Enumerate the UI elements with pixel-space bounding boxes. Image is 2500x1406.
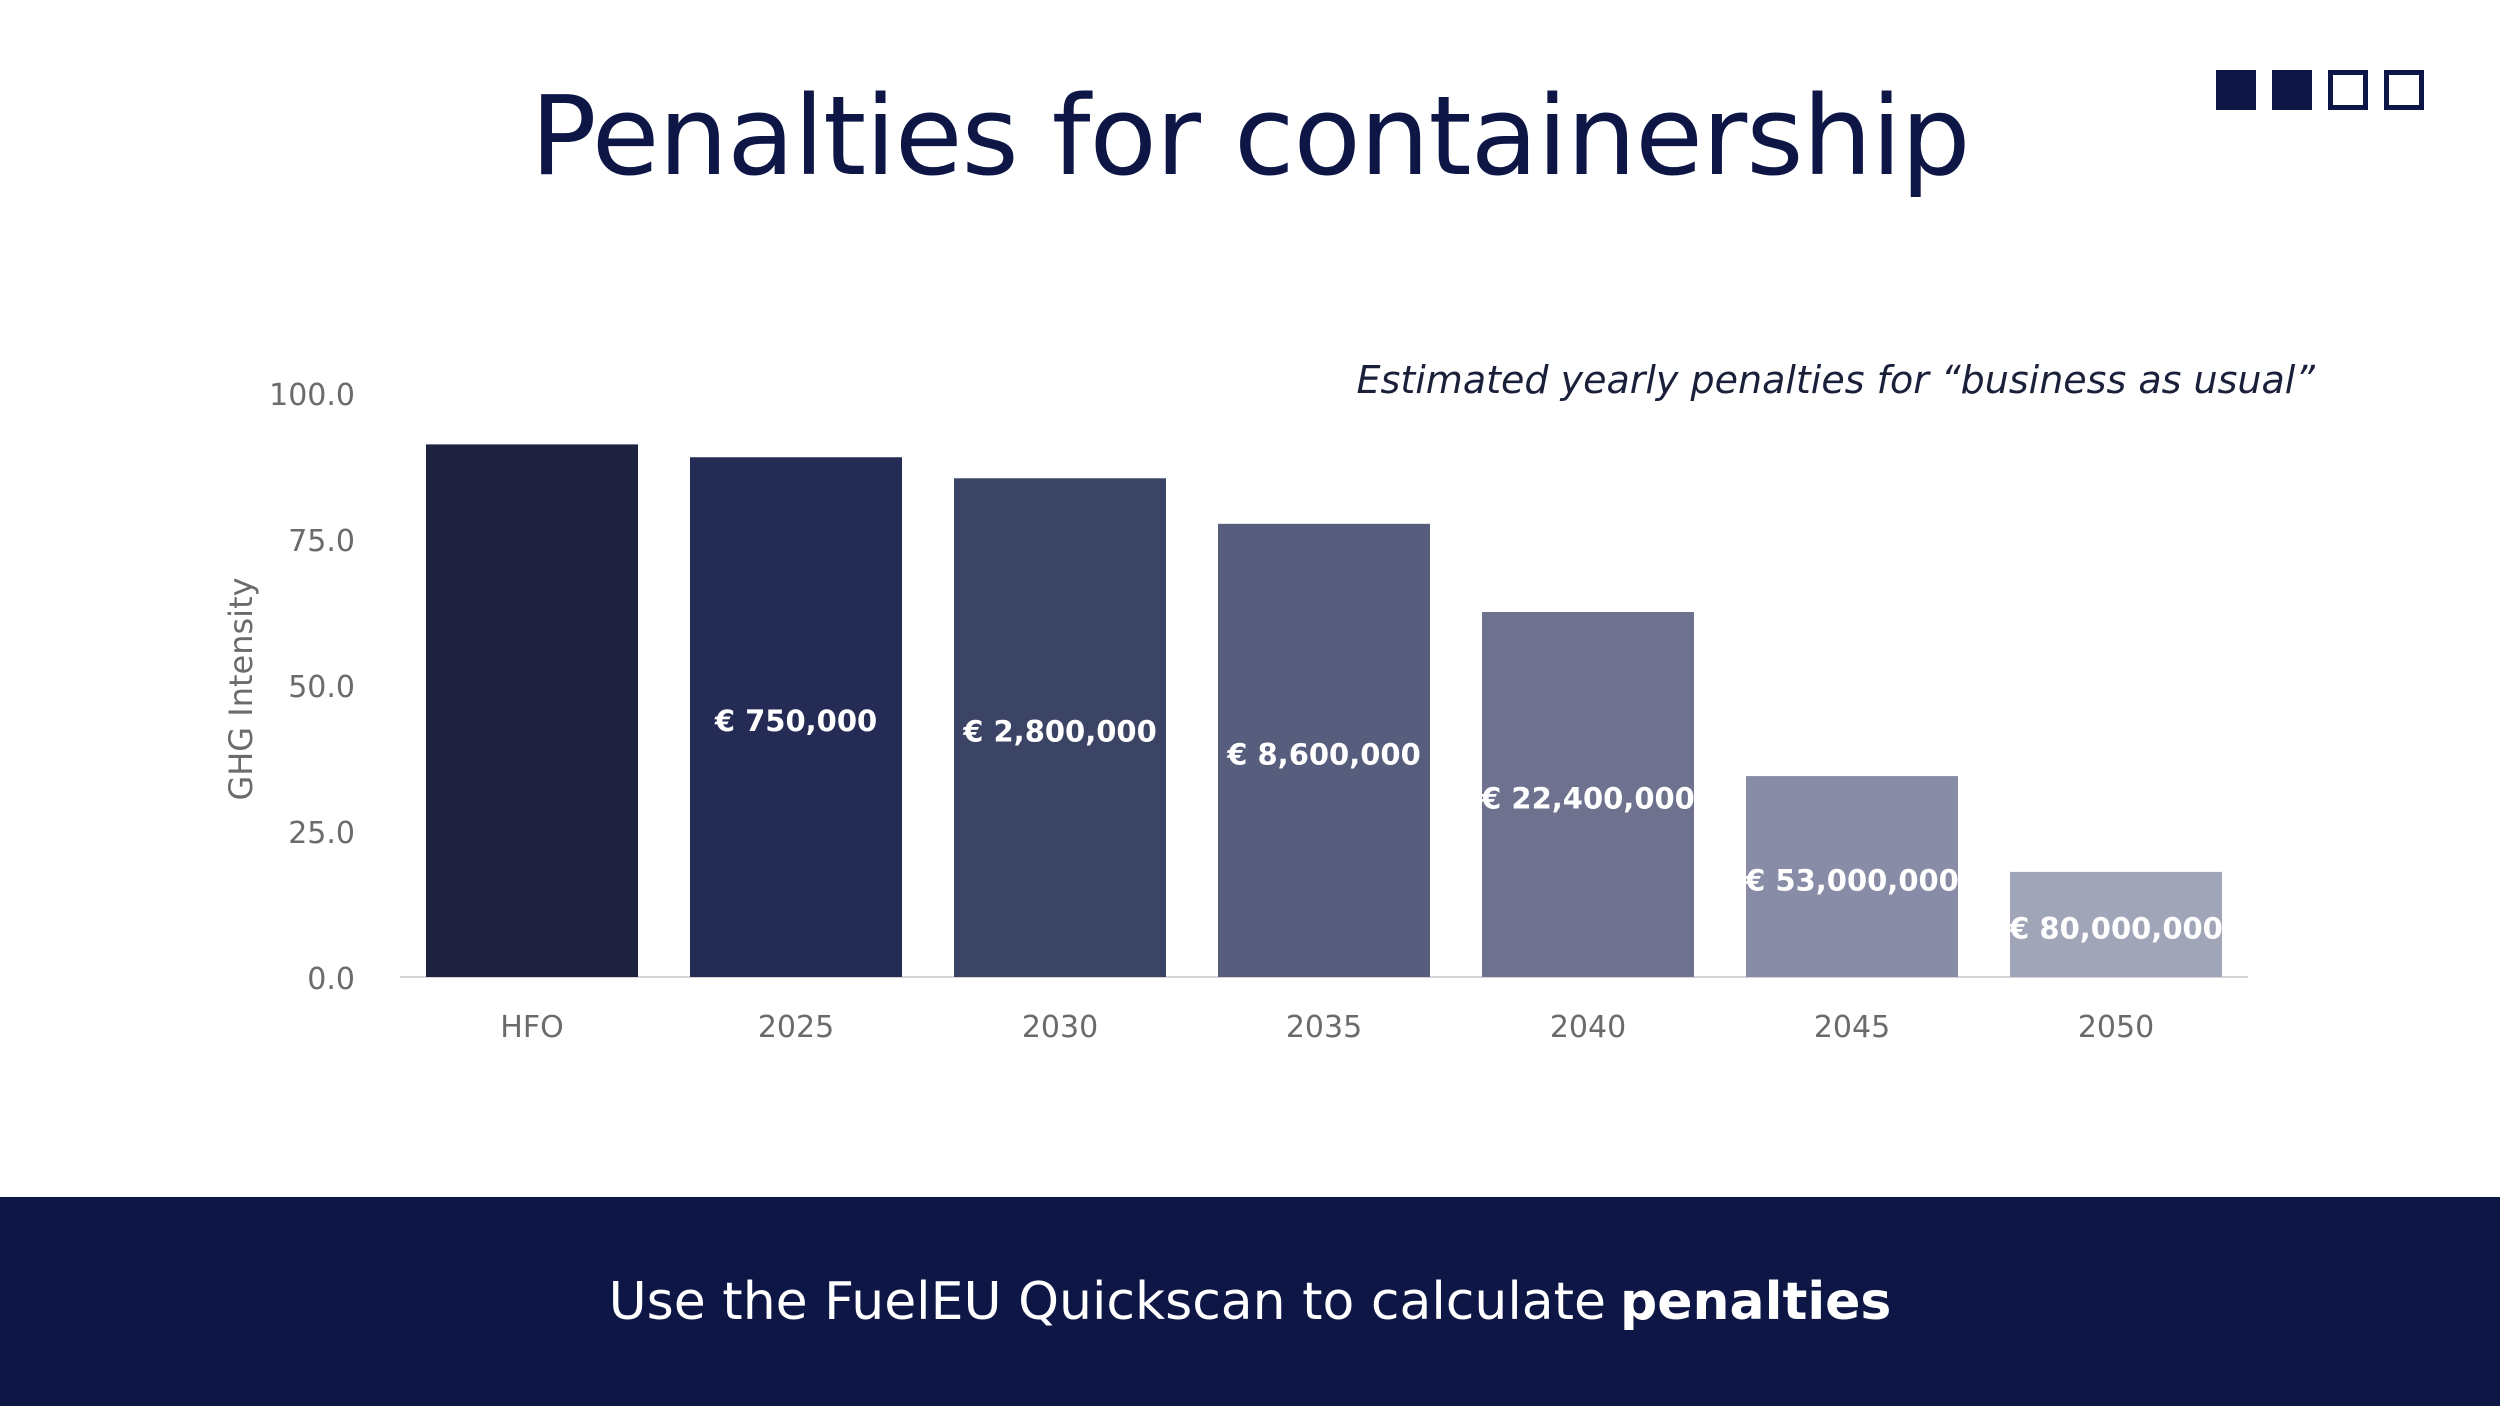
x-tick-label: 2040 bbox=[1550, 1010, 1626, 1045]
bar-2035 bbox=[1218, 523, 1430, 977]
bar-penalty-label: € 53,000,000 bbox=[1744, 864, 1959, 898]
chart-subtitle: Estimated yearly penalties for “business… bbox=[1356, 358, 2315, 402]
x-tick-label: 2030 bbox=[1022, 1010, 1098, 1045]
y-axis-label: GHG Intensity bbox=[222, 577, 260, 800]
x-tick-label: HFO bbox=[500, 1010, 563, 1045]
bar-penalty-label: € 8,600,000 bbox=[1226, 737, 1421, 771]
y-tick-label: 0.0 bbox=[307, 962, 355, 997]
x-tick-label: 2050 bbox=[2078, 1010, 2154, 1045]
bar-penalty-label: € 22,400,000 bbox=[1480, 782, 1695, 816]
progress-square-2 bbox=[2272, 70, 2312, 110]
bar-2030 bbox=[954, 478, 1166, 977]
progress-square-1 bbox=[2216, 70, 2256, 110]
x-tick-label: 2045 bbox=[1814, 1010, 1890, 1045]
footer-bold-text: penalties bbox=[1620, 1271, 1892, 1332]
slide-title: Penalties for containership bbox=[530, 72, 1970, 200]
bar-penalty-label: € 2,800,000 bbox=[962, 715, 1157, 749]
x-tick-label: 2025 bbox=[758, 1010, 834, 1045]
slide-progress-indicator bbox=[2216, 70, 2424, 110]
progress-square-3 bbox=[2328, 70, 2368, 110]
bar-2040 bbox=[1482, 612, 1694, 977]
bar-2050 bbox=[2010, 871, 2222, 977]
bar-2025 bbox=[690, 457, 902, 977]
bar-2045 bbox=[1746, 776, 1958, 977]
ghg-intensity-bar-chart: 0.0 25.0 50.0 75.0 100.0 GHG Intensity HFO 2025… bbox=[222, 378, 2248, 1045]
y-tick-label: 50.0 bbox=[288, 670, 355, 705]
y-tick-label: 25.0 bbox=[288, 816, 355, 851]
footer-text: Use the FuelEU Quickscan to calculate bbox=[608, 1271, 1607, 1332]
bar-hfo bbox=[426, 444, 638, 978]
bar-penalty-label: € 750,000 bbox=[714, 704, 877, 738]
y-tick-label: 100.0 bbox=[269, 378, 355, 413]
footer-banner: Use the FuelEU Quickscan to calculate pe… bbox=[0, 1197, 2500, 1406]
progress-square-4 bbox=[2384, 70, 2424, 110]
y-tick-label: 75.0 bbox=[288, 524, 355, 559]
bar-penalty-label: € 80,000,000 bbox=[2008, 911, 2223, 945]
x-tick-label: 2035 bbox=[1286, 1010, 1362, 1045]
